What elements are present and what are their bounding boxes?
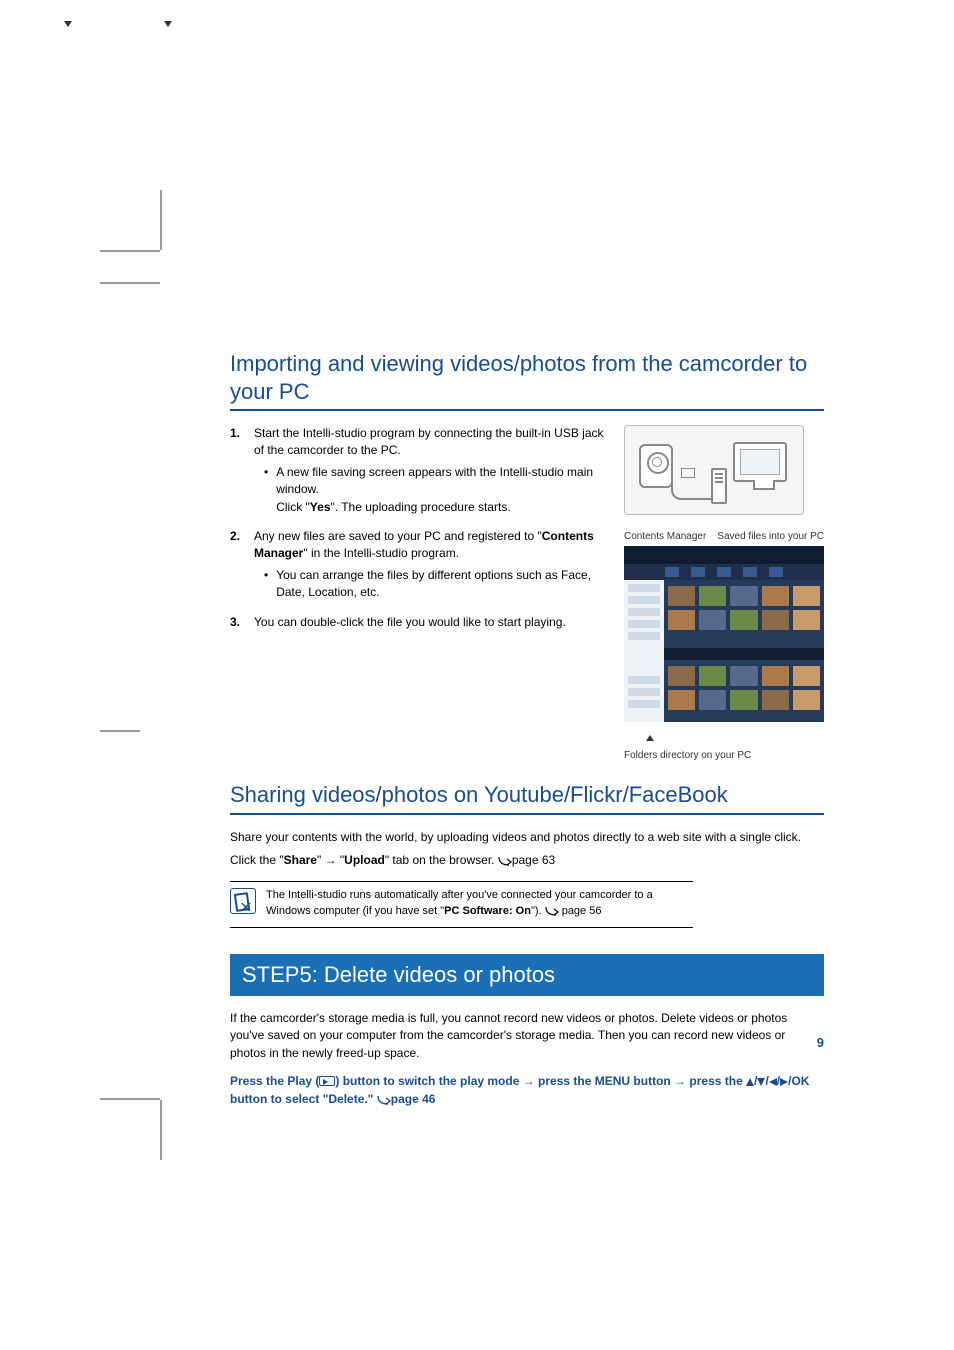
connection-illustration: [624, 425, 804, 515]
share-bold: Share: [284, 853, 317, 867]
page-ref-arrow-icon: [377, 1092, 391, 1110]
step5-bar: STEP5: Delete videos or photos: [230, 954, 824, 996]
step-text-pre: Any new files are saved to your PC and r…: [254, 529, 542, 543]
step-text: You can double-click the file you would …: [254, 615, 566, 629]
instr-a: Press the Play (: [230, 1074, 319, 1088]
upload-bold: Upload: [344, 853, 385, 867]
caption-right: Saved files into your PC: [717, 531, 824, 542]
share-pre: Click the ": [230, 853, 284, 867]
instr-ref: page 46: [391, 1092, 436, 1106]
sharing-title: Sharing videos/photos on Youtube/Flickr/…: [230, 781, 824, 815]
step-sub: • A new file saving screen appears with …: [254, 464, 608, 516]
share-post: " tab on the browser.: [385, 853, 498, 867]
sub-text-2a: Click ": [276, 500, 310, 514]
note-text: The Intelli-studio runs automatically af…: [266, 888, 693, 921]
nav-left-icon: [769, 1078, 777, 1086]
caption-bottom: Folders directory on your PC: [624, 750, 824, 761]
step-num: 2.: [230, 528, 246, 602]
step-1: 1. Start the Intelli-studio program by c…: [230, 425, 608, 516]
sub-text: You can arrange the files by different o…: [276, 567, 608, 602]
importing-title: Importing and viewing videos/photos from…: [230, 350, 824, 411]
step-3: 3. You can double-click the file you wou…: [230, 614, 608, 631]
monitor-icon: [733, 442, 787, 482]
intelli-studio-screenshot: [624, 546, 824, 722]
page-ref: page 63: [512, 853, 555, 867]
page-ref-arrow-icon: [545, 906, 559, 921]
caption-left: Contents Manager: [624, 531, 706, 542]
nav-up-icon: [746, 1078, 754, 1086]
page-number: 9: [817, 1035, 824, 1050]
importing-steps: 1. Start the Intelli-studio program by c…: [230, 425, 608, 631]
step-num: 1.: [230, 425, 246, 516]
play-icon: [319, 1076, 335, 1086]
nav-right-icon: [780, 1078, 788, 1086]
note-post: ").: [531, 905, 545, 917]
yes-bold: Yes: [310, 500, 331, 514]
camcorder-icon: [639, 444, 673, 488]
note-box: The Intelli-studio runs automatically af…: [230, 881, 693, 928]
usb-icon: [681, 468, 695, 478]
note-ref: page 56: [559, 905, 602, 917]
screenshot-caption-top: Contents Manager Saved files into your P…: [624, 531, 824, 542]
step-num: 3.: [230, 614, 246, 631]
sub-text: A new file saving screen appears with th…: [276, 465, 593, 496]
step5-instruction: Press the Play ( ) button to switch the p…: [230, 1072, 824, 1110]
pc-tower-icon: [711, 468, 727, 504]
share-mid: " → ": [317, 853, 344, 867]
step5-body: If the camcorder's storage media is full…: [230, 1010, 824, 1062]
note-icon: [230, 888, 256, 914]
bottom-caret: [624, 728, 824, 746]
sharing-body-1: Share your contents with the world, by u…: [230, 829, 824, 846]
sharing-body-2: Click the "Share" → "Upload" tab on the …: [230, 852, 824, 871]
step-text: Start the Intelli-studio program by conn…: [254, 426, 604, 457]
caption-carets: [44, 14, 196, 20]
nav-down-icon: [757, 1078, 765, 1086]
step-sub: • You can arrange the files by different…: [254, 567, 608, 602]
instr-b: ) button to switch the play mode → press…: [335, 1074, 746, 1088]
note-bold: PC Software: On: [444, 905, 531, 917]
step-text-post: " in the Intelli-studio program.: [303, 546, 459, 560]
bullet-icon: •: [264, 464, 268, 516]
bullet-icon: •: [264, 567, 268, 602]
sub-text-2b: ". The uploading procedure starts.: [331, 500, 511, 514]
page-ref-arrow-icon: [498, 854, 512, 871]
step-2: 2. Any new files are saved to your PC an…: [230, 528, 608, 602]
